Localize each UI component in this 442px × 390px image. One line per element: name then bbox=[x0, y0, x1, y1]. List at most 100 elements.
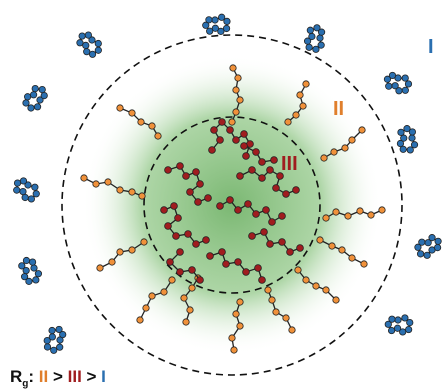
bead bbox=[316, 236, 324, 244]
bead bbox=[399, 328, 407, 336]
orange-chain-3 bbox=[320, 126, 366, 162]
red-chain-1 bbox=[164, 162, 212, 206]
bead bbox=[286, 248, 294, 256]
bead bbox=[236, 322, 244, 330]
bead bbox=[414, 243, 422, 251]
region-label-II: II bbox=[333, 98, 345, 120]
bead bbox=[410, 141, 419, 149]
bead bbox=[184, 230, 192, 238]
bead bbox=[416, 250, 425, 258]
bead bbox=[186, 306, 194, 314]
bead bbox=[268, 296, 276, 304]
bead bbox=[223, 17, 231, 26]
blue-coil-10 bbox=[43, 325, 67, 354]
bead bbox=[230, 346, 238, 354]
bead bbox=[344, 212, 352, 220]
bead bbox=[174, 214, 182, 222]
bead bbox=[423, 251, 431, 259]
region-label-I: I bbox=[428, 36, 434, 58]
bead bbox=[92, 180, 100, 188]
bead bbox=[136, 316, 144, 324]
bead bbox=[50, 346, 58, 354]
orange-chain-6 bbox=[96, 238, 148, 272]
blue-coil-7 bbox=[414, 234, 442, 259]
rg-subscript: g bbox=[22, 378, 29, 390]
orange-chain-0 bbox=[228, 64, 244, 126]
legend-gt-2: > bbox=[81, 367, 102, 386]
bead bbox=[216, 202, 224, 210]
bead bbox=[236, 298, 244, 306]
bead bbox=[358, 126, 366, 134]
bead bbox=[388, 315, 396, 323]
bead bbox=[172, 232, 180, 240]
bead bbox=[222, 260, 230, 268]
bead bbox=[30, 264, 38, 272]
bead bbox=[186, 188, 194, 196]
orange-chain-2 bbox=[116, 104, 162, 140]
bead bbox=[192, 240, 200, 248]
bead bbox=[252, 210, 260, 218]
bead bbox=[21, 193, 29, 202]
orange-chain-12 bbox=[294, 266, 340, 304]
blue-coil-8 bbox=[18, 256, 43, 285]
bead bbox=[254, 264, 262, 272]
bead bbox=[266, 240, 274, 248]
bead bbox=[322, 214, 330, 222]
bead bbox=[316, 34, 324, 42]
rg-legend: Rg: II > III > I bbox=[10, 367, 106, 389]
bead bbox=[388, 71, 397, 80]
bead bbox=[258, 174, 266, 182]
bead bbox=[296, 244, 304, 252]
bead bbox=[418, 238, 426, 246]
bead bbox=[222, 24, 231, 33]
bead bbox=[160, 206, 168, 214]
legend-II: II bbox=[38, 367, 49, 386]
bead bbox=[317, 41, 325, 49]
blue-coil-4 bbox=[22, 84, 48, 112]
bead bbox=[55, 325, 63, 334]
bead bbox=[385, 82, 393, 90]
outer-dashed-circle bbox=[61, 34, 403, 376]
bead bbox=[208, 146, 216, 154]
bead bbox=[205, 16, 213, 24]
bead bbox=[116, 104, 124, 112]
bead bbox=[13, 186, 21, 194]
bead bbox=[211, 24, 219, 32]
bead bbox=[116, 186, 124, 194]
bead bbox=[218, 13, 226, 21]
bead bbox=[43, 343, 52, 351]
bead bbox=[13, 179, 22, 187]
bead bbox=[278, 212, 286, 220]
bead bbox=[22, 266, 30, 275]
legend-gt-1: > bbox=[48, 367, 68, 386]
bead bbox=[356, 207, 364, 215]
bead bbox=[27, 104, 35, 112]
bead bbox=[116, 248, 124, 256]
bead bbox=[148, 292, 156, 300]
bead bbox=[128, 109, 136, 117]
bead bbox=[202, 21, 210, 29]
inner-dashed-circle bbox=[143, 116, 321, 294]
bead bbox=[236, 96, 244, 104]
bead bbox=[384, 320, 392, 328]
rg-symbol: R bbox=[10, 367, 23, 386]
bead bbox=[258, 276, 266, 284]
red-chain-0 bbox=[208, 118, 254, 160]
bead bbox=[88, 36, 96, 44]
bead bbox=[399, 145, 407, 153]
region-label-III: III bbox=[281, 153, 298, 175]
bead bbox=[232, 108, 240, 116]
bead bbox=[137, 118, 145, 126]
bead bbox=[31, 84, 39, 93]
bead bbox=[302, 80, 310, 88]
bead bbox=[387, 326, 396, 335]
blue-coil-2 bbox=[303, 24, 326, 53]
red-chain-2 bbox=[160, 202, 210, 248]
bead bbox=[341, 144, 349, 152]
bead bbox=[22, 256, 31, 265]
bead bbox=[84, 31, 92, 39]
bead bbox=[313, 24, 321, 32]
bead bbox=[397, 128, 405, 136]
bead bbox=[396, 139, 405, 148]
bead bbox=[104, 178, 112, 186]
